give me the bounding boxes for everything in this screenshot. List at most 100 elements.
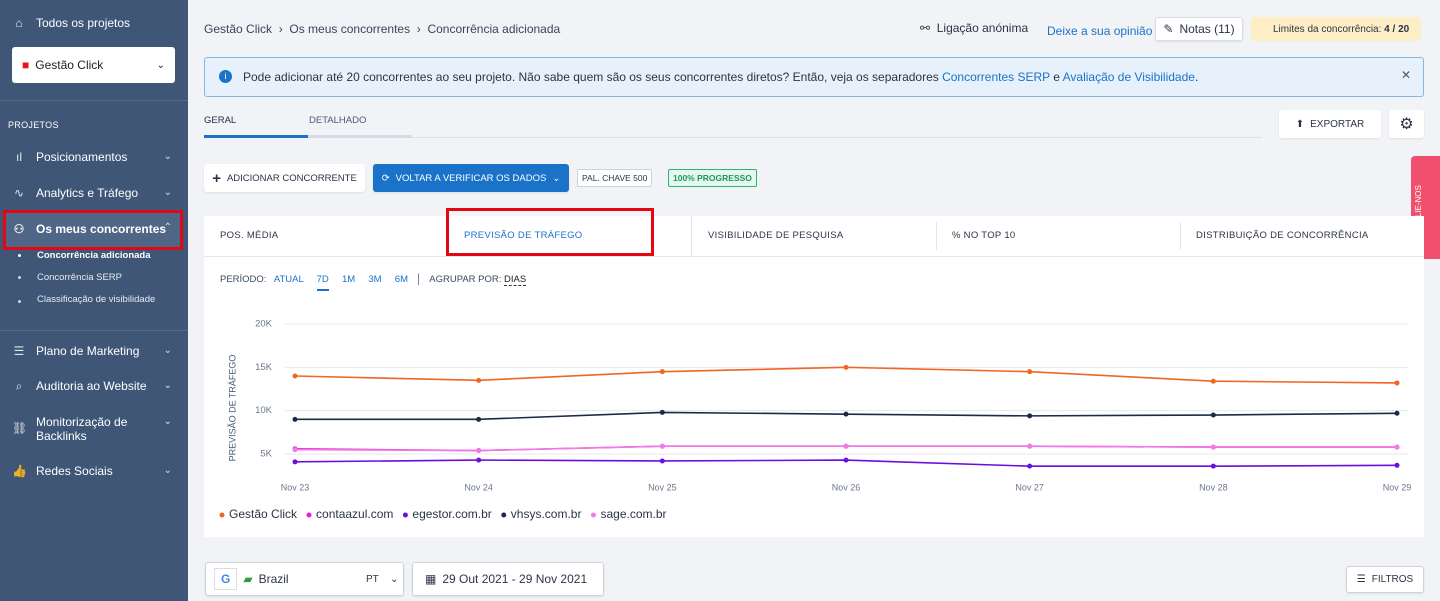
menu-item[interactable]: 👍 Redes Sociais — [12, 464, 113, 478]
breadcrumbs: Gestão Click › Os meus concorrentes › Co… — [204, 22, 561, 36]
filters-button[interactable]: ☰ FILTROS — [1346, 566, 1424, 593]
x-tick-label: Nov 27 — [1015, 482, 1044, 492]
banner-text: Pode adicionar até 20 concorrentes ao se… — [243, 70, 943, 84]
country-text: Brazil — [258, 572, 289, 586]
data-point — [1210, 378, 1216, 384]
period-option[interactable]: 7D — [316, 274, 329, 291]
x-tick-label: Nov 28 — [1199, 482, 1228, 492]
x-tick-label: Nov 23 — [281, 482, 310, 492]
banner-link[interactable]: Avaliação de Visibilidade — [1062, 70, 1195, 84]
breadcrumb[interactable]: Gestão Click — [204, 22, 273, 36]
metric-tab[interactable]: POS. MÉDIA — [220, 230, 279, 241]
data-point — [1210, 463, 1216, 469]
anon-text: Ligação anónima — [936, 21, 1029, 35]
feedback-link[interactable]: Deixe a sua opinião — [1047, 24, 1153, 38]
data-point — [1210, 412, 1216, 418]
group-value[interactable]: DIAS — [504, 274, 527, 286]
data-point — [1027, 443, 1033, 449]
data-point — [1027, 413, 1033, 419]
menu-item[interactable]: ☰ Plano de Marketing — [13, 344, 140, 358]
menu-item[interactable]: ⌕ Auditoria ao Website — [15, 379, 147, 393]
metric-tab[interactable]: DISTRIBUIÇÃO DE CONCORRÊNCIA — [1196, 230, 1369, 241]
legend-label: vhsys.com.br — [511, 507, 582, 521]
data-point — [843, 411, 849, 417]
legend-label: sage.com.br — [600, 507, 666, 521]
date-text: 29 Out 2021 - 29 Nov 2021 — [442, 572, 588, 586]
period-row: PERÍODO: ATUAL 7D 1M 3M 6M │ AGRUPAR POR… — [220, 274, 527, 291]
data-point — [1394, 380, 1400, 386]
divider — [0, 100, 188, 101]
submenu-item[interactable]: Classificação de visibilidade — [37, 294, 156, 305]
group-label: AGRUPAR POR: — [429, 274, 502, 285]
data-point — [476, 416, 482, 422]
keywords-badge: PAL. CHAVE 500 — [577, 169, 653, 187]
menu-text: Os meus concorrentes — [36, 222, 167, 236]
anon-link[interactable]: ⚯ Ligação anónima — [920, 21, 1029, 35]
data-point — [476, 377, 482, 383]
submenu-item[interactable]: Concorrência adicionada — [37, 250, 151, 261]
active-menu-highlight — [3, 210, 183, 250]
metric-tab[interactable]: PREVISÃO DE TRÁFEGO — [464, 230, 583, 241]
settings-button[interactable]: ⚙ — [1389, 110, 1424, 138]
period-option[interactable]: 1M — [341, 274, 356, 285]
legend-label: egestor.com.br — [412, 507, 491, 521]
data-point — [292, 459, 298, 465]
data-point — [843, 364, 849, 370]
metric-tab[interactable]: % NO TOP 10 — [952, 230, 1016, 241]
export-button[interactable]: ⬆ EXPORTAR — [1279, 110, 1381, 138]
y-tick-label: 10K — [255, 405, 273, 416]
menu-item[interactable]: ∿ Analytics e Tráfego — [13, 186, 139, 200]
data-point — [292, 373, 298, 379]
tab-underline — [204, 135, 308, 138]
y-tick-label: 5K — [260, 449, 272, 460]
notes-button[interactable]: ✎ Notas (11) — [1155, 17, 1243, 41]
project-select-text: Gestão Click — [35, 58, 104, 72]
banner-text: e — [1049, 70, 1063, 84]
banner-text: . — [1194, 70, 1199, 84]
menu-text: Auditoria ao Website — [36, 379, 147, 393]
export-text: EXPORTAR — [1310, 118, 1365, 130]
tab[interactable]: DETALHADO — [309, 115, 367, 126]
legend-marker — [590, 512, 596, 518]
legend-marker — [402, 512, 408, 518]
menu-item[interactable]: ⚇ Os meus concorrentes — [13, 222, 167, 236]
legend-label: contaazul.com — [316, 507, 393, 521]
chart-card — [204, 216, 1424, 537]
notes-text: Notas (11) — [1179, 22, 1235, 36]
period-label: PERÍODO: — [220, 274, 267, 285]
breadcrumb[interactable]: Os meus concorrentes — [289, 22, 411, 36]
limits-label: Limites da concorrência: — [1273, 24, 1382, 35]
legend-marker — [306, 512, 312, 518]
x-tick-label: Nov 25 — [648, 482, 677, 492]
data-point — [843, 443, 849, 449]
menu-item[interactable]: ıl Posicionamentos — [16, 150, 128, 164]
period-option[interactable]: 3M — [368, 274, 382, 285]
location-select[interactable]: G ▰ Brazil PT ⌄ — [205, 562, 404, 596]
date-range[interactable]: ▦ 29 Out 2021 - 29 Nov 2021 — [412, 562, 604, 596]
legend-marker — [501, 512, 507, 518]
data-point — [1210, 444, 1216, 450]
submenu-item[interactable]: Concorrência SERP — [37, 272, 123, 283]
data-point — [843, 457, 849, 463]
legend-label: Gestão Click — [229, 507, 298, 521]
all-projects-link[interactable]: ⌂ Todos os projetos — [15, 16, 131, 30]
breadcrumb: Concorrência adicionada — [427, 22, 561, 36]
recheck-button[interactable]: ⟳ VOLTAR A VERIFICAR OS DADOS ⌄ — [373, 164, 569, 192]
info-banner: i Pode adicionar até 20 concorrentes ao s… — [204, 57, 1424, 97]
period-option[interactable]: 6M — [394, 274, 408, 285]
x-tick-label: Nov 26 — [832, 482, 861, 492]
menu-item[interactable]: ⛓ Monitorização de Backlinks — [12, 415, 136, 443]
metric-tab[interactable]: VISIBILIDADE DE PESQUISA — [708, 230, 844, 241]
sidebar: ⌂ Todos os projetos ■ Gestão Click ⌄ PROJET… — [0, 0, 188, 601]
data-point — [1394, 462, 1400, 468]
tab[interactable]: GERAL — [204, 115, 237, 126]
y-tick-label: 15K — [255, 362, 273, 373]
y-tick-label: 20K — [255, 319, 273, 330]
period-option[interactable]: ATUAL — [273, 274, 304, 285]
add-competitor-button[interactable]: + ADICIONAR CONCORRENTE — [204, 164, 365, 192]
progress-badge: 100% PROGRESSO — [668, 169, 757, 187]
project-select[interactable]: ■ Gestão Click ⌄ — [12, 47, 175, 83]
banner-link[interactable]: Concorrentes SERP — [942, 70, 1050, 84]
button-text: ADICIONAR CONCORRENTE — [226, 172, 357, 184]
